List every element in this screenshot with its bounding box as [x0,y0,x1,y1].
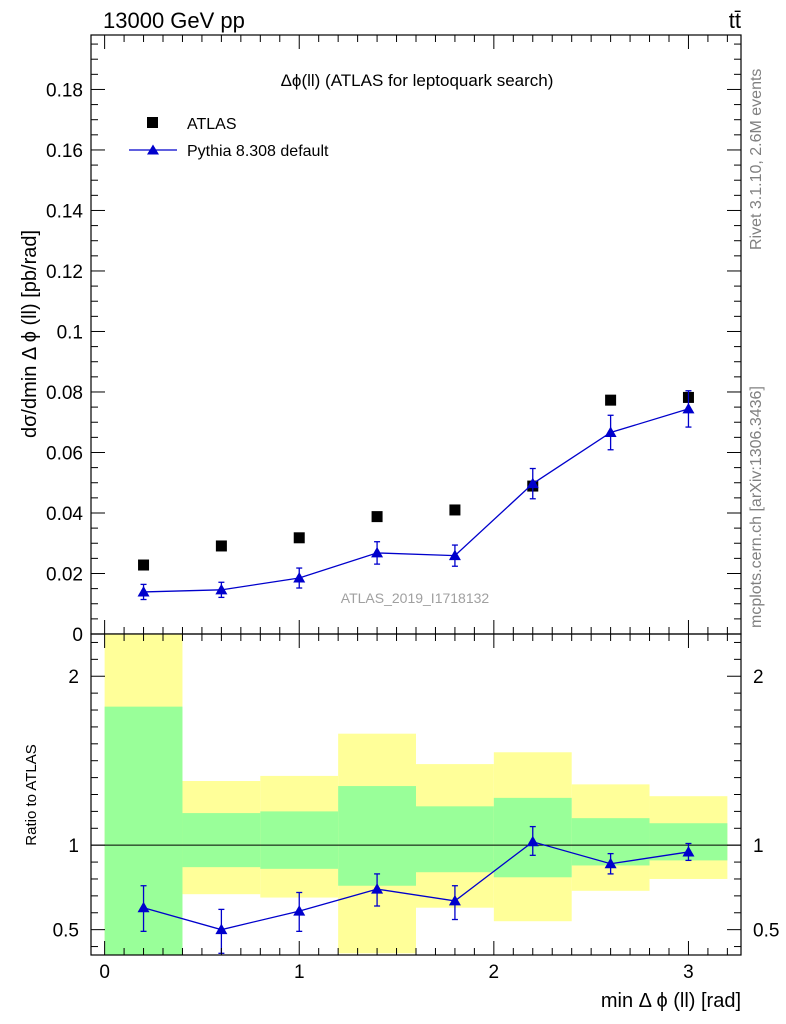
ratio-panel: 0.5 0.5 1 1 2 2 0 1 2 3 Ratio to ATLAS min Δ ϕ (… [23,633,779,1012]
ratio-data-point [604,857,617,869]
main-y-tick-label: 0.12 [46,262,83,283]
main-y-tick-label: 0.04 [46,504,83,525]
atlas-data-point [293,532,305,544]
main-y-tick-label: 0.1 [57,322,83,343]
chart-title: Δϕ(ll) (ATLAS for leptoquark search) [281,71,554,90]
ratio-y-tick-label-right: 0.5 [753,921,779,942]
main-y-axis-label: dσ/dmin Δ ϕ (ll) [pb/rad] [19,230,41,438]
main-y-tick-label: 0.02 [46,564,83,585]
main-y-tick-label: 0.18 [46,80,83,101]
ratio-data-point [526,835,539,847]
pythia-data-point [604,426,617,438]
ratio-data-point [137,901,150,913]
legend-label-pythia: Pythia 8.308 default [187,143,329,160]
ratio-y-tick-label-right: 2 [753,667,764,688]
main-content [137,390,695,601]
pythia-data-point [682,402,695,414]
ratio-x-ticks: 0 1 2 3 [99,634,728,983]
x-tick-label: 3 [683,962,694,983]
ratio-y-tick-label: 1 [68,836,79,857]
pythia-data-point [137,585,150,597]
main-y-ticks: 0 0.02 0.04 0.06 0.08 0.1 0.12 0.14 0.16 0.18 [46,43,741,646]
ratio-y-axis-label: Ratio to ATLAS [23,744,40,845]
pythia-data-point [293,572,306,583]
pythia-data-point [215,583,228,595]
ratio-data-point [215,923,228,935]
x-tick-label: 1 [294,962,305,983]
main-y-tick-label: 0.08 [46,383,83,404]
ratio-pythia-line [143,841,689,931]
atlas-data-point [449,504,461,516]
ratio-y-tick-label: 2 [68,667,79,688]
ratio-data-point [293,905,306,916]
ratio-data-point [448,894,461,906]
ratio-uncertainty-band-green [182,813,261,868]
ratio-y-ticks: 0.5 0.5 1 1 2 2 [53,641,779,948]
ratio-content [91,634,741,955]
rivet-version-label: Rivet 3.1.10, 2.6M events [748,69,765,250]
legend-marker-pythia [147,144,159,155]
atlas-data-point [605,394,617,406]
x-axis-label: min Δ ϕ (ll) [rad] [601,990,741,1012]
legend: ATLAS Pythia 8.308 default [129,116,329,160]
main-y-tick-label: 0.06 [46,443,83,464]
main-y-tick-label: 0 [72,625,83,646]
ratio-data-point [682,845,695,857]
atlas-data-point [138,559,150,571]
analysis-watermark: ATLAS_2019_I1718132 [341,590,490,606]
header-final-state: tt̄ [729,8,741,33]
atlas-data-point [371,511,383,523]
main-y-tick-label: 0.16 [46,141,83,162]
pythia-data-point [448,549,461,561]
ratio-uncertainty-band-green [416,806,494,873]
ratio-y-tick-label-right: 1 [753,836,764,857]
pythia-line [143,408,689,593]
main-x-ticks [104,35,728,634]
main-y-tick-label: 0.14 [46,201,83,222]
x-tick-label: 2 [489,962,500,983]
ratio-data-point [371,883,384,894]
pythia-data-point [371,546,384,558]
mcplots-label: mcplots.cern.ch [arXiv:1306.3436] [748,386,765,628]
ratio-y-tick-label: 0.5 [53,921,79,942]
atlas-data-point [215,540,227,552]
main-panel: 0 0.02 0.04 0.06 0.08 0.1 0.12 0.14 0.16 0.18 Δϕ(… [19,34,742,646]
ratio-uncertainty-band-green [260,811,339,869]
legend-label-atlas: ATLAS [187,116,237,133]
pythia-data-point [526,477,539,489]
header-process: 13000 GeV pp [103,8,245,33]
legend-marker-atlas [147,117,158,128]
x-tick-label: 0 [99,962,110,983]
ratio-uncertainty-band-green [338,786,416,886]
